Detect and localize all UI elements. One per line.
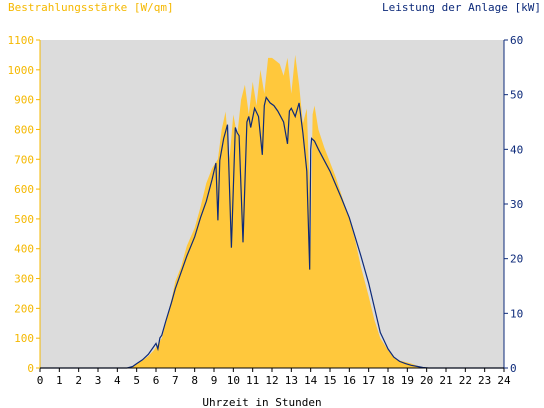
power-line <box>40 95 504 369</box>
x-tick-label: 2 <box>75 374 82 387</box>
x-tick-label: 24 <box>497 374 511 387</box>
x-tick-label: 13 <box>285 374 298 387</box>
x-tick-label: 20 <box>420 374 433 387</box>
left-tick-label: 600 <box>14 183 34 196</box>
right-tick-label: 50 <box>510 89 523 102</box>
tick-labels-layer: 0 1 2 3 4 5 6 7 8 9 10 11 12 13 14 15 16 17 18 19 20 21 22 23 24… <box>8 34 524 387</box>
x-tick-label: 14 <box>304 374 318 387</box>
left-tick-label: 1100 <box>8 34 35 47</box>
right-tick-label: 20 <box>510 253 523 266</box>
x-tick-label: 0 <box>37 374 44 387</box>
x-tick-label: 5 <box>133 374 140 387</box>
x-tick-label: 3 <box>95 374 102 387</box>
x-tick-label: 22 <box>459 374 472 387</box>
x-axis-label: Uhrzeit in Stunden <box>202 396 321 408</box>
right-tick-label: 30 <box>510 198 523 211</box>
x-tick-label: 7 <box>172 374 179 387</box>
x-tick-label: 8 <box>191 374 198 387</box>
left-tick-label: 400 <box>14 243 34 256</box>
x-tick-label: 12 <box>265 374 278 387</box>
left-tick-label: 300 <box>14 273 34 286</box>
x-tick-label: 21 <box>439 374 452 387</box>
irradiance-area <box>40 54 504 369</box>
left-tick-label: 1000 <box>8 64 35 77</box>
right-tick-label: 40 <box>510 143 523 156</box>
title-left: Bestrahlungsstärke [W/qm] <box>8 1 174 14</box>
power-line-layer <box>40 95 504 369</box>
left-tick-label: 100 <box>14 332 34 345</box>
x-tick-label: 17 <box>362 374 375 387</box>
x-tick-label: 23 <box>478 374 491 387</box>
right-tick-label: 60 <box>510 34 523 47</box>
x-tick-label: 11 <box>246 374 259 387</box>
left-tick-label: 700 <box>14 153 34 166</box>
x-tick-label: 10 <box>227 374 240 387</box>
title-right: Leistung der Anlage [kW] <box>382 1 541 14</box>
right-tick-label: 10 <box>510 307 523 320</box>
irradiance-area-layer <box>40 54 504 369</box>
x-tick-label: 18 <box>381 374 394 387</box>
left-tick-label: 500 <box>14 213 34 226</box>
left-tick-label: 900 <box>14 94 34 107</box>
right-tick-label: 0 <box>510 362 517 375</box>
x-tick-label: 15 <box>323 374 336 387</box>
x-tick-label: 4 <box>114 374 121 387</box>
left-tick-label: 800 <box>14 123 34 136</box>
left-tick-label: 200 <box>14 302 34 315</box>
x-tick-label: 9 <box>211 374 218 387</box>
x-tick-label: 1 <box>56 374 63 387</box>
axes-layer <box>36 39 508 372</box>
x-tick-label: 16 <box>343 374 356 387</box>
x-tick-label: 19 <box>401 374 414 387</box>
left-tick-label: 0 <box>27 362 34 375</box>
x-tick-label: 6 <box>153 374 160 387</box>
